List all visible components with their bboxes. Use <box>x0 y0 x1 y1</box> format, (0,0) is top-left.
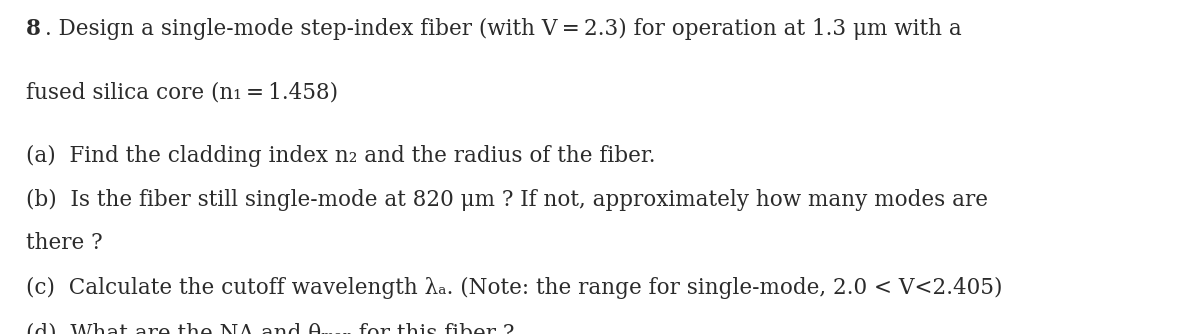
Text: 8: 8 <box>26 18 41 40</box>
Text: . Design a single-mode step-index fiber (with V = 2.3) for operation at 1.3 μm w: . Design a single-mode step-index fiber … <box>45 18 962 40</box>
Text: (b)  Is the fiber still single-mode at 820 μm ? If not, approximately how many m: (b) Is the fiber still single-mode at 82… <box>26 189 988 211</box>
Text: fused silica core (n₁ = 1.458): fused silica core (n₁ = 1.458) <box>26 82 338 104</box>
Text: (a)  Find the cladding index n₂ and the radius of the fiber.: (a) Find the cladding index n₂ and the r… <box>26 145 656 167</box>
Text: there ?: there ? <box>26 232 103 254</box>
Text: (c)  Calculate the cutoff wavelength λₐ. (Note: the range for single-mode, 2.0 <: (c) Calculate the cutoff wavelength λₐ. … <box>26 277 1002 299</box>
Text: (d)  What are the NA and θₘₐₓ for this fiber ?: (d) What are the NA and θₘₐₓ for this fi… <box>26 322 514 334</box>
